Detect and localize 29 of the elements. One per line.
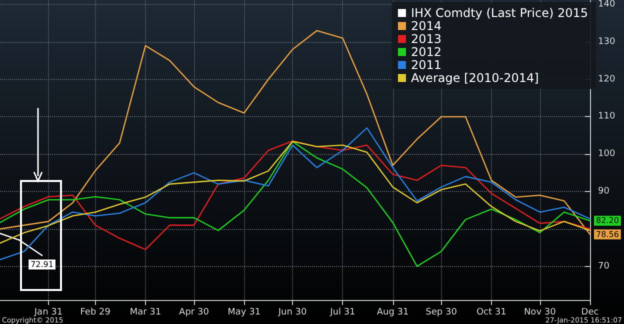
legend-label: IHX Comdty (Last Price) 2015	[410, 6, 588, 20]
x-tick-label: Aug 31	[376, 308, 409, 318]
x-tick-label: May 31	[228, 308, 261, 318]
line-series	[0, 30, 591, 235]
data-label: 78.56	[596, 230, 619, 239]
legend-label: 2011	[410, 58, 442, 72]
x-tick-label: Jul 31	[329, 308, 356, 318]
x-tick-label: Oct 31	[476, 308, 506, 318]
data-label: 72.91	[30, 260, 54, 269]
data-label: 82.20	[596, 216, 619, 226]
legend-label: 2013	[410, 32, 442, 46]
y-tick-label: 140	[598, 0, 616, 10]
y-tick-label: 100	[598, 149, 616, 160]
legend-label: 2012	[410, 45, 442, 59]
x-tick-label: Apr 30	[179, 308, 210, 318]
y-tick-label: 120	[598, 74, 616, 84]
x-tick-label: Feb 29	[80, 308, 111, 318]
y-tick-label: 70	[598, 261, 610, 272]
x-tick-label: Nov 30	[524, 308, 556, 318]
legend-label: Average [2010-2014]	[410, 71, 539, 85]
y-tick-label: 110	[598, 112, 616, 122]
x-tick-label: Mar 31	[130, 308, 162, 318]
legend-label: 2014	[410, 19, 442, 33]
x-tick-label: Sep 30	[426, 308, 458, 318]
y-tick-label: 90	[598, 186, 610, 197]
y-tick-label: 130	[598, 36, 616, 47]
x-tick-label: Jun 30	[277, 308, 308, 318]
x-tick-label: Jan 31	[33, 308, 63, 318]
x-tick-label: Dec	[581, 308, 599, 318]
